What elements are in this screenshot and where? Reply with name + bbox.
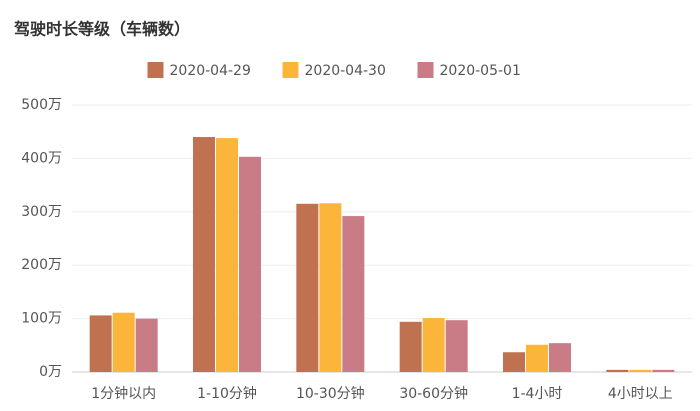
x-tick-label: 1-4小时 <box>512 386 563 402</box>
y-tick-label: 0万 <box>39 364 62 380</box>
legend-label: 2020-04-30 <box>305 63 386 79</box>
chart-title: 驾驶时长等级（车辆数） <box>13 20 190 39</box>
bar <box>549 343 571 372</box>
bar <box>503 352 525 372</box>
legend-swatch <box>282 62 299 78</box>
bar <box>112 312 135 372</box>
bar <box>239 156 261 372</box>
x-tick-label: 1-10分钟 <box>197 385 257 402</box>
bar <box>319 203 342 372</box>
bar <box>399 321 422 372</box>
bar <box>606 369 629 372</box>
bar <box>216 138 238 372</box>
bar <box>296 203 319 372</box>
x-tick-label: 30-60分钟 <box>399 385 468 402</box>
x-tick-label: 1分钟以内 <box>91 385 156 402</box>
y-tick-label: 300万 <box>21 204 62 220</box>
bar <box>89 315 112 372</box>
x-tick-label: 10-30分钟 <box>296 385 365 402</box>
legend-swatch <box>417 62 434 78</box>
y-tick-label: 400万 <box>21 150 62 166</box>
bar <box>193 137 215 372</box>
bar <box>342 216 365 372</box>
bar <box>135 318 158 372</box>
legend-label: 2020-05-01 <box>440 63 521 79</box>
y-tick-label: 200万 <box>21 257 62 273</box>
bar <box>652 369 675 372</box>
bar <box>422 318 445 372</box>
y-tick-label: 100万 <box>21 311 62 327</box>
legend-label: 2020-04-29 <box>170 63 251 79</box>
bar <box>526 344 548 372</box>
y-tick-label: 500万 <box>21 97 62 113</box>
legend-swatch <box>147 62 164 78</box>
bar <box>629 369 652 372</box>
x-tick-label: 4小时以上 <box>608 386 673 402</box>
bar <box>445 320 468 372</box>
